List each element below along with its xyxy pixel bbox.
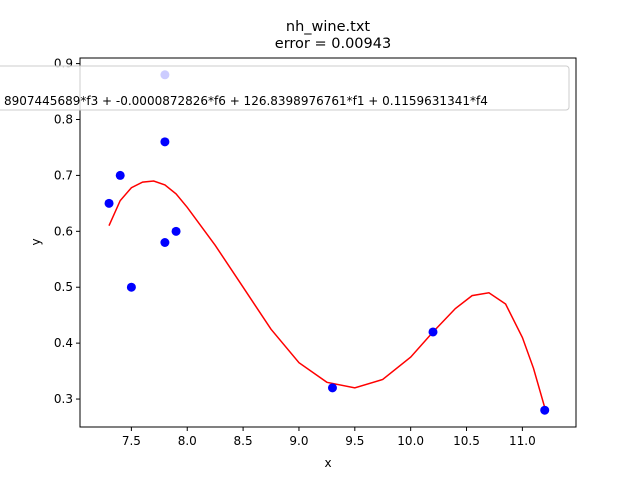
axes-frame xyxy=(79,57,577,428)
chart-title: nh_wine.txt xyxy=(286,19,371,35)
data-point xyxy=(160,137,170,147)
data-point xyxy=(160,238,170,247)
data-point xyxy=(428,327,438,337)
x-axis-ticks: 7.5 8.0 8.5 9.0 9.5 10.0 10.5 11.0 xyxy=(122,427,536,448)
y-tick-label: 0.4 xyxy=(54,336,73,350)
x-tick-label: 11.0 xyxy=(509,434,536,448)
data-point xyxy=(115,170,125,180)
fit-curve-line xyxy=(108,180,546,408)
y-axis-ticks: 0.30.40.50.60.70.80.9 xyxy=(54,57,80,406)
plot-area: 7.5 8.0 8.5 9.0 9.5 10.0 10.5 11.0 0.3 0.4 0.5 0.6… xyxy=(54,57,577,448)
y-axis-label: y xyxy=(29,238,43,245)
x-tick-label: 8.0 xyxy=(178,434,197,448)
y-tick-label: 0.8 xyxy=(54,113,73,127)
x-tick-label: 10.0 xyxy=(397,434,424,448)
legend: 8907445689*f3 + -0.0000872826*f6 + 126.8… xyxy=(0,65,570,111)
legend-frame xyxy=(0,65,570,111)
chart-subtitle: error = 0.00943 xyxy=(275,36,391,52)
y-tick-label: 0.7 xyxy=(54,168,73,182)
x-tick-label: 9.5 xyxy=(345,434,364,448)
x-tick-label: 8.5 xyxy=(234,434,253,448)
x-tick-label: 10.5 xyxy=(453,434,480,448)
data-point xyxy=(171,226,181,236)
data-point xyxy=(540,405,550,415)
y-tick-label: 0.3 xyxy=(54,392,73,406)
data-point xyxy=(104,198,114,208)
y-tick-label: 0.6 xyxy=(54,224,73,238)
legend-text: 8907445689*f3 + -0.0000872826*f6 + 126.8… xyxy=(4,94,488,108)
data-point xyxy=(327,383,337,393)
y-tick-label: 0.5 xyxy=(54,280,73,294)
x-tick-label: 7.5 xyxy=(122,434,141,448)
x-axis-label: x xyxy=(324,456,331,470)
data-point xyxy=(126,282,136,292)
x-tick-label: 9.0 xyxy=(289,434,308,448)
